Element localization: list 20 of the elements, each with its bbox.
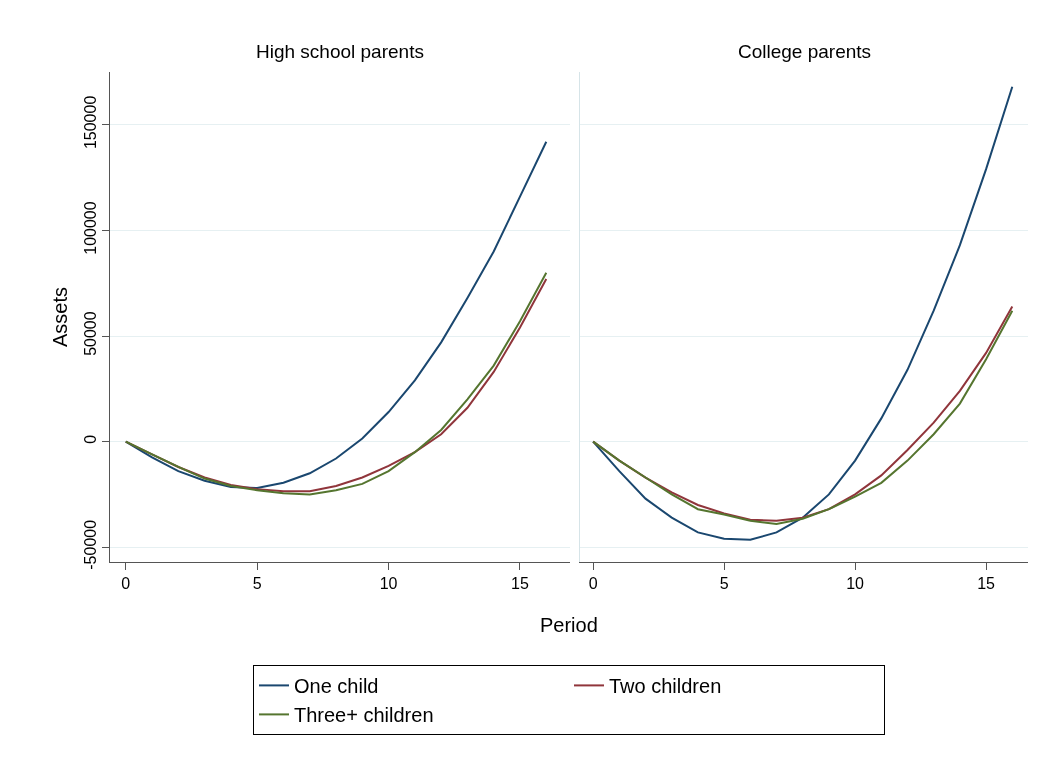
y-tick-label: 0 [81, 434, 99, 444]
x-tick-label: 0 [121, 575, 131, 593]
x-tick-label: 5 [252, 575, 262, 593]
y-tick-label: 50000 [81, 311, 99, 356]
x-tick-label: 15 [977, 575, 996, 593]
y-axis-title: Assets [49, 286, 72, 348]
x-tick-label: 15 [511, 575, 529, 593]
x-tick-label: 10 [846, 575, 865, 593]
legend-label: One child [294, 675, 379, 698]
chart-title: High school parents [256, 41, 424, 62]
chart-title: College parents [738, 41, 872, 62]
legend-label: Three+ children [294, 704, 434, 727]
x-tick-label: 0 [588, 575, 598, 593]
y-tick-label: 150000 [81, 95, 99, 150]
y-tick-label: -50000 [81, 519, 99, 570]
legend-label: Two children [609, 675, 722, 698]
y-tick-label: 100000 [81, 201, 99, 255]
x-tick-label: 5 [719, 575, 729, 593]
x-axis-title: Period [540, 614, 598, 636]
x-tick-label: 10 [379, 575, 398, 593]
